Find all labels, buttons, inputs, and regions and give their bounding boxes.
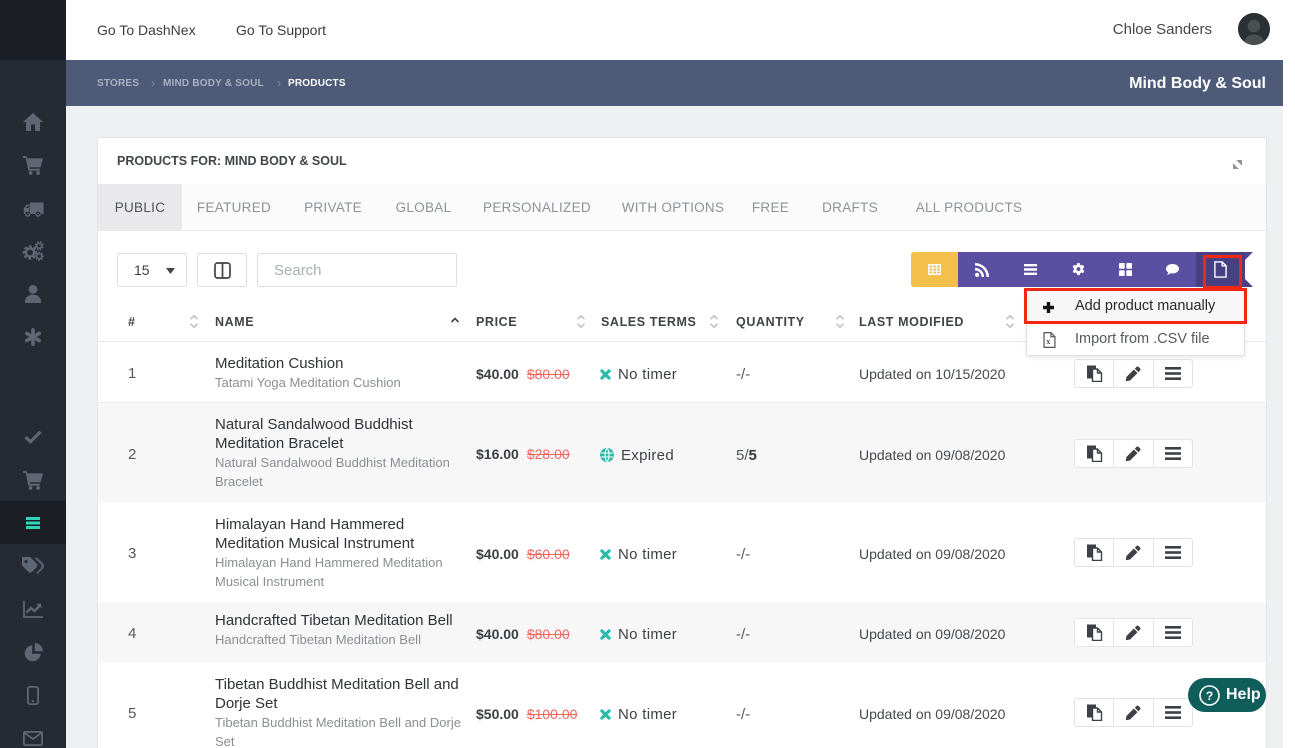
svg-text:x: x — [1046, 336, 1051, 346]
svg-text:?: ? — [1206, 689, 1213, 703]
